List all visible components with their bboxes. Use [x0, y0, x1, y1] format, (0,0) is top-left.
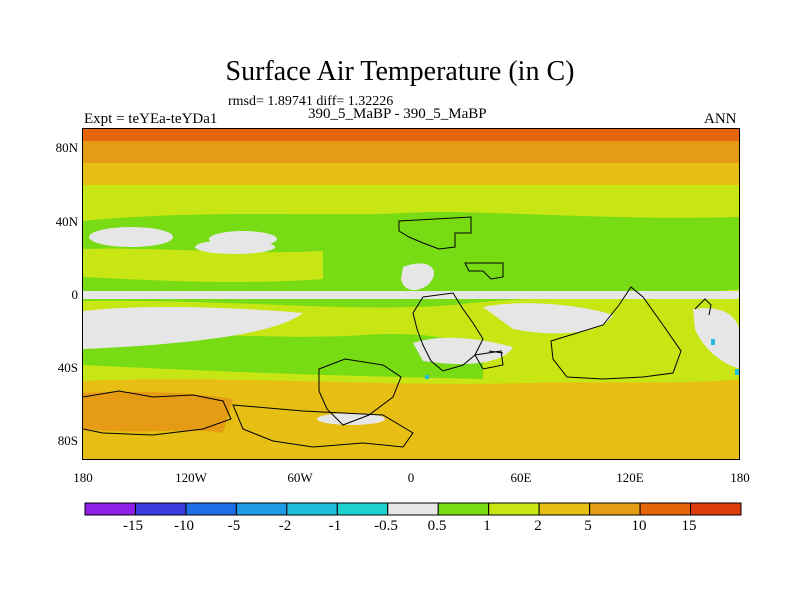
colorbar-segment: [690, 502, 742, 516]
lon-tick-label: 60E: [510, 470, 532, 485]
colorbar-label: 2: [534, 518, 542, 534]
central-asia-outline: [464, 262, 504, 280]
indian-ocean-white: [483, 303, 613, 334]
colorbar-segment: [134, 502, 187, 516]
colorbar-segment: [84, 502, 136, 516]
colorbar-segment: [437, 502, 490, 516]
colorbar-label: 0.5: [427, 518, 447, 534]
south-pacific-white: [83, 306, 303, 349]
colorbar-label: -15: [123, 518, 143, 534]
arctic-band-15: [83, 129, 739, 141]
sahara-white: [401, 263, 434, 291]
experiment-label: Expt = teYEa-teYDa1: [84, 111, 218, 127]
colorbar: [84, 502, 742, 516]
colorbar-segment: [387, 502, 439, 516]
colorbar-label: -5: [227, 518, 241, 534]
lon-tick-label: 180: [730, 470, 750, 485]
europe-outline: [398, 216, 472, 250]
colorbar-segment: [185, 502, 237, 516]
colorbar-label: -10: [174, 518, 194, 534]
island-details: [488, 298, 712, 354]
lon-tick-label: 60W: [287, 470, 313, 485]
northern-band: [83, 248, 323, 283]
africa-outline: [412, 292, 484, 372]
colorbar-label: 5: [584, 518, 592, 534]
southwest-pacific-white: [693, 308, 739, 369]
season-label: ANN: [704, 111, 737, 127]
arctic-band-5: [83, 163, 739, 185]
cyan-speck: [735, 369, 739, 375]
map-panel: [82, 128, 740, 460]
south-america-outline: [318, 358, 402, 426]
colorbar-label: -2: [278, 518, 292, 534]
map-title: Surface Air Temperature (in C): [225, 56, 575, 87]
cyan-speck: [425, 375, 429, 379]
lon-tick-label: 120W: [175, 470, 207, 485]
colorbar-segment: [336, 502, 389, 516]
lon-tick-label: 180: [73, 470, 93, 485]
colorbar-segment: [286, 502, 338, 516]
temperature-field: [83, 129, 739, 459]
antarctica-east-outline: [232, 404, 414, 448]
colorbar-segment: [235, 502, 288, 516]
stats-line: rmsd= 1.89741 diff= 1.32226: [228, 94, 394, 109]
colorbar-segment: [538, 502, 591, 516]
north-pacific-white: [89, 227, 173, 247]
lat-tick-label: 0: [71, 287, 79, 302]
colorbar-segment: [589, 502, 641, 516]
lon-tick-label: 0: [407, 470, 415, 485]
lat-tick-label: 40N: [55, 214, 78, 229]
colorbar-segments: [84, 502, 742, 516]
cyan-speck: [711, 339, 715, 345]
subtitle: 390_5_MaBP - 390_5_MaBP: [308, 106, 487, 122]
south-atlantic-white: [413, 337, 513, 365]
lat-tick-label: 40S: [57, 360, 78, 375]
antarctica-west-outline: [83, 390, 232, 436]
lat-tick-label: 80N: [55, 140, 78, 155]
southern-green: [83, 333, 483, 379]
arctic-band-10: [83, 141, 739, 163]
lat-tick-label: 80S: [57, 433, 78, 448]
colorbar-label: 15: [681, 518, 697, 534]
north-pacific-white-2: [209, 231, 277, 247]
colorbar-label: 10: [631, 518, 647, 534]
colorbar-label: -0.5: [374, 518, 398, 534]
antarctic-warm: [83, 391, 233, 433]
colorbar-segment: [639, 502, 692, 516]
lon-tick-label: 120E: [616, 470, 644, 485]
colorbar-label: -1: [328, 518, 342, 534]
small-island-outline: [474, 350, 504, 370]
colorbar-label: 1: [483, 518, 491, 534]
land-outlines: [83, 216, 712, 448]
colorbar-segment: [488, 502, 540, 516]
australia-outline: [550, 286, 682, 380]
equator-white-band: [83, 291, 739, 299]
